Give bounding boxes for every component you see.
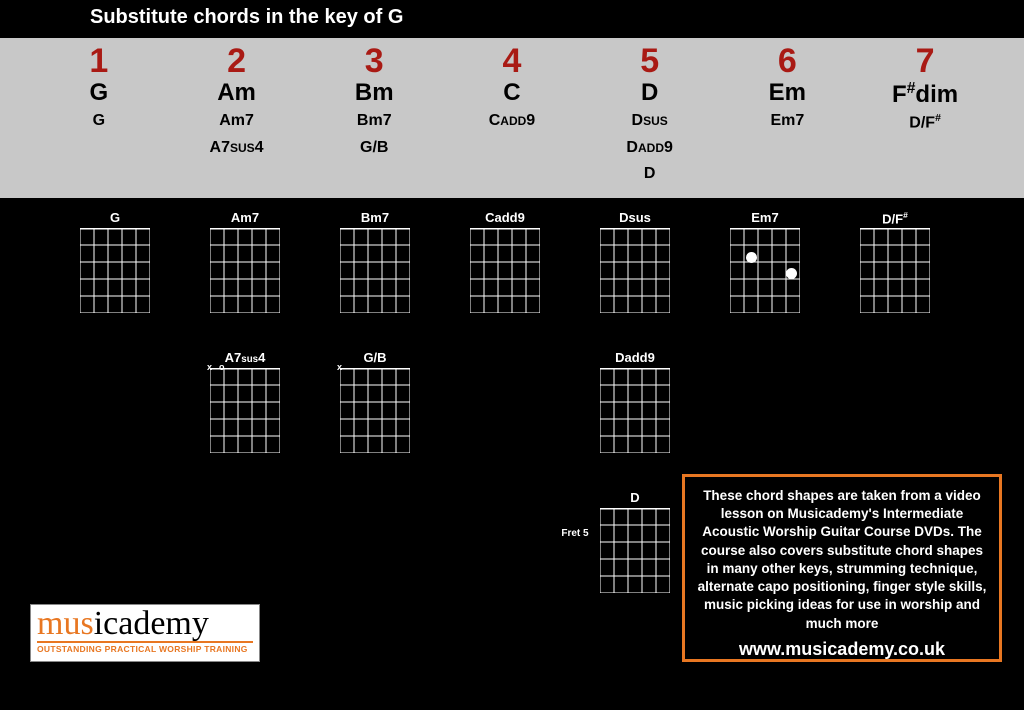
chord-diagram bbox=[470, 228, 540, 313]
finger-dot bbox=[786, 268, 797, 279]
finger-dot bbox=[746, 252, 757, 263]
sub-chord: Am7 bbox=[172, 110, 302, 132]
degree-col-7: 7 F#dim D/F# bbox=[860, 44, 990, 135]
string-marker: o bbox=[219, 362, 225, 372]
degree-col-2: 2 Am Am7 A7SUS4 bbox=[172, 44, 302, 159]
chord-label: Em7 bbox=[720, 210, 810, 225]
sub-chord: D bbox=[585, 163, 715, 185]
primary-chord: Em bbox=[722, 80, 852, 106]
chord-diagram bbox=[340, 368, 410, 453]
string-marker: x bbox=[207, 362, 212, 372]
degree-col-6: 6 Em Em7 bbox=[722, 44, 852, 133]
chord-diagram bbox=[80, 228, 150, 313]
chord-label: D bbox=[590, 490, 680, 505]
degree-number: 3 bbox=[309, 44, 439, 78]
page-title: Substitute chords in the key of G bbox=[90, 6, 403, 29]
chord-diagram bbox=[210, 368, 280, 453]
string-marker: x bbox=[337, 362, 342, 372]
chord-label: Cadd9 bbox=[460, 210, 550, 225]
sub-chord: G bbox=[34, 110, 164, 132]
degree-number: 5 bbox=[585, 44, 715, 78]
chord-diagram bbox=[860, 228, 930, 313]
chord-label: Bm7 bbox=[330, 210, 420, 225]
primary-chord: G bbox=[34, 80, 164, 106]
logo: musicademy OUTSTANDING PRACTICAL WORSHIP… bbox=[30, 604, 260, 662]
chord-label: D/F# bbox=[850, 210, 940, 226]
sub-chord: CADD9 bbox=[447, 110, 577, 132]
chord-label: G bbox=[70, 210, 160, 225]
primary-chord: F#dim bbox=[860, 80, 990, 108]
fret-label: Fret 5 bbox=[550, 528, 600, 539]
degree-col-5: 5 D DSUS DADD9 D bbox=[585, 44, 715, 186]
primary-chord: Bm bbox=[309, 80, 439, 106]
chord-diagram bbox=[210, 228, 280, 313]
sub-chord: DSUS bbox=[585, 110, 715, 132]
chord-diagram bbox=[600, 228, 670, 313]
degree-number: 2 bbox=[172, 44, 302, 78]
degree-col-3: 3 Bm Bm7 G/B bbox=[309, 44, 439, 159]
degree-number: 7 bbox=[860, 44, 990, 78]
primary-chord: C bbox=[447, 80, 577, 106]
logo-brand: musicademy bbox=[37, 608, 253, 640]
chord-label: Am7 bbox=[200, 210, 290, 225]
chord-label: A7sus4 bbox=[200, 350, 290, 365]
sub-chord: G/B bbox=[309, 137, 439, 159]
chord-label: Dsus bbox=[590, 210, 680, 225]
chord-label: G/B bbox=[330, 350, 420, 365]
chord-label: Dadd9 bbox=[590, 350, 680, 365]
sub-chord: A7SUS4 bbox=[172, 137, 302, 159]
degree-col-1: 1 G G bbox=[34, 44, 164, 133]
degree-col-4: 4 C CADD9 bbox=[447, 44, 577, 133]
sub-chord: Bm7 bbox=[309, 110, 439, 132]
logo-tagline: OUTSTANDING PRACTICAL WORSHIP TRAINING bbox=[37, 641, 253, 654]
chord-diagram bbox=[340, 228, 410, 313]
primary-chord: Am bbox=[172, 80, 302, 106]
degree-number: 1 bbox=[34, 44, 164, 78]
sub-chord: DADD9 bbox=[585, 137, 715, 159]
degree-panel: 1 G G 2 Am Am7 A7SUS4 3 Bm Bm7 G/B 4 C C… bbox=[0, 38, 1024, 198]
degree-number: 4 bbox=[447, 44, 577, 78]
info-url: www.musicademy.co.uk bbox=[695, 637, 989, 661]
info-box: These chord shapes are taken from a vide… bbox=[682, 474, 1002, 662]
sub-chord: D/F# bbox=[860, 112, 990, 135]
chord-diagram bbox=[600, 368, 670, 453]
primary-chord: D bbox=[585, 80, 715, 106]
chord-diagram bbox=[600, 508, 670, 593]
degree-number: 6 bbox=[722, 44, 852, 78]
info-text: These chord shapes are taken from a vide… bbox=[695, 487, 989, 633]
sub-chord: Em7 bbox=[722, 110, 852, 132]
